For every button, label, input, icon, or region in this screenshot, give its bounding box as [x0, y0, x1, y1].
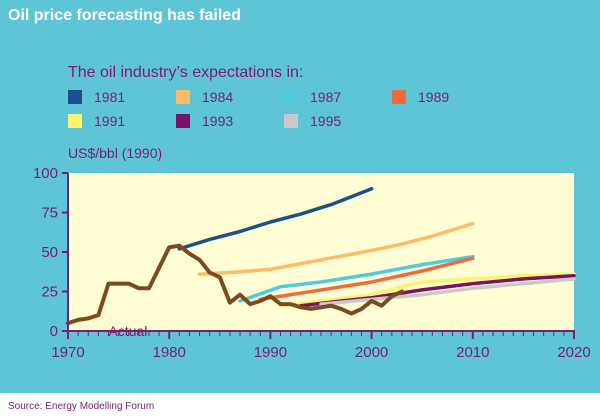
- legend-item-1993: 1993: [176, 113, 284, 129]
- legend-swatch: [284, 90, 298, 104]
- line-chart: 0 25 50 75 100 1970 1980 1990 2000 2010 2020 Actual: [33, 165, 591, 361]
- x-tick-label: 1970: [51, 344, 84, 361]
- chart-title: Oil price forecasting has failed: [8, 7, 241, 24]
- y-tick-label: 100: [33, 165, 58, 182]
- series-line-1984: [197, 221, 475, 276]
- series-line-1987: [238, 254, 475, 303]
- series-line-1995: [319, 277, 576, 306]
- series-line-1991: [278, 272, 576, 308]
- x-tick-label: 2020: [557, 344, 590, 361]
- series-line-1989: [258, 256, 475, 302]
- legend-item-1995: 1995: [284, 113, 392, 129]
- legend-item-1987: 1987: [284, 89, 392, 105]
- legend-item-1981: 1981: [68, 89, 176, 105]
- actual-annotation: Actual: [108, 323, 147, 339]
- legend-swatch: [68, 90, 82, 104]
- y-tick-label: 50: [41, 244, 58, 261]
- series-line-1981: [177, 187, 374, 251]
- y-tick-label: 0: [50, 323, 58, 340]
- y-axis-unit-label: US$/bbl (1990): [68, 145, 163, 161]
- x-tick-label: 2000: [355, 344, 388, 361]
- legend: 1981 1984 1987 1989 1991 1993 1995: [68, 89, 528, 129]
- x-tick-label: 2010: [456, 344, 489, 361]
- legend-item-1989: 1989: [392, 89, 500, 105]
- legend-swatch: [284, 114, 298, 128]
- legend-item-1984: 1984: [176, 89, 284, 105]
- legend-label: 1991: [94, 113, 126, 129]
- x-tick-label: 1990: [254, 344, 287, 361]
- legend-swatch: [176, 90, 190, 104]
- legend-heading: The oil industry’s expectations in:: [68, 64, 304, 81]
- series-line-actual: [66, 243, 404, 326]
- legend-label: 1993: [202, 113, 234, 129]
- legend-swatch: [392, 90, 406, 104]
- legend-label: 1995: [310, 113, 342, 129]
- y-tick-label: 25: [41, 284, 58, 301]
- y-tick-label: 75: [41, 205, 58, 222]
- x-tick-label: 1980: [153, 344, 186, 361]
- legend-item-1991: 1991: [68, 113, 176, 129]
- legend-label: 1981: [94, 89, 126, 105]
- legend-label: 1989: [418, 89, 450, 105]
- legend-swatch: [176, 114, 190, 128]
- source-note: Source: Energy Modelling Forum: [8, 401, 155, 412]
- legend-swatch: [68, 114, 82, 128]
- legend-label: 1987: [310, 89, 342, 105]
- legend-label: 1984: [202, 89, 234, 105]
